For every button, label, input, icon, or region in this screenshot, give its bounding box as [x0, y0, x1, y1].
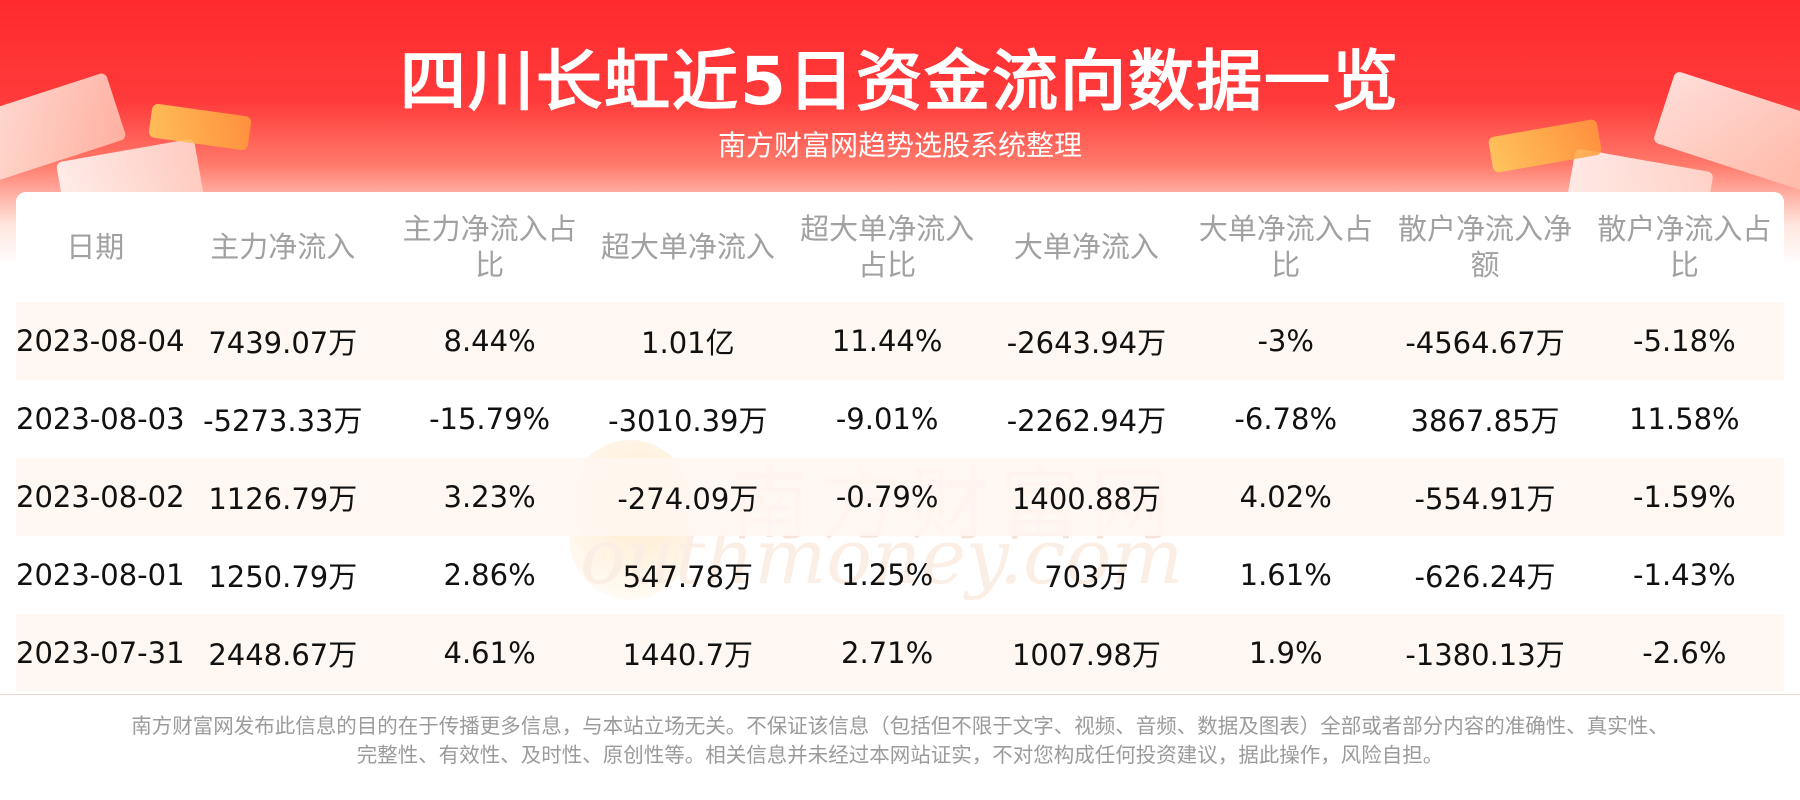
cell-date: 2023-08-03 — [16, 402, 185, 436]
cell-large-inflow: -2643.94万 — [986, 302, 1187, 380]
cell-retail-ratio: 11.58% — [1629, 402, 1740, 436]
column-header-large-ratio: 大单净流入占比 — [1198, 212, 1373, 282]
page-title: 四川长虹近5日资金流向数据一览 — [400, 43, 1400, 120]
cell-main-ratio: 2.86% — [443, 558, 536, 592]
column-header-retail-ratio: 散户净流入占比 — [1597, 212, 1772, 282]
cell-super-large-ratio: 2.71% — [787, 614, 987, 692]
column-header-main-ratio: 主力净流入占比 — [402, 212, 577, 282]
disclaimer-line-1: 南方财富网发布此信息的目的在于传播更多信息，与本站立场无关。不保证该信息（包括但… — [131, 714, 1669, 738]
cell-super-large-inflow: -3010.39万 — [608, 404, 768, 438]
cell-retail-inflow: -626.24万 — [1414, 560, 1556, 594]
footer-divider — [0, 694, 1800, 695]
cell-retail-ratio: -2.6% — [1584, 614, 1784, 692]
fund-flow-table: 日期 主力净流入 主力净流入占比 超大单净流入 超大单净流入占比 大单净流入 大… — [16, 192, 1784, 692]
cell-super-large-inflow: -274.09万 — [588, 458, 788, 536]
cell-date: 2023-08-02 — [16, 458, 185, 536]
cell-large-inflow: 1400.88万 — [986, 458, 1187, 536]
cell-main-inflow: 1126.79万 — [174, 458, 392, 536]
cell-retail-inflow: -554.91万 — [1385, 458, 1585, 536]
cell-date: 2023-07-31 — [16, 614, 185, 692]
cell-main-inflow: 1250.79万 — [208, 560, 358, 594]
cell-main-ratio: -15.79% — [429, 402, 551, 436]
cell-retail-inflow: -4564.67万 — [1385, 302, 1585, 380]
column-header-retail-inflow: 散户净流入净额 — [1398, 212, 1573, 282]
cell-main-inflow: -5273.33万 — [203, 404, 363, 438]
cell-retail-inflow: 3867.85万 — [1410, 404, 1560, 438]
cell-super-large-inflow: 1.01亿 — [588, 302, 788, 380]
column-header-date: 日期 — [66, 230, 125, 264]
disclaimer: 南方财富网发布此信息的目的在于传播更多信息，与本站立场无关。不保证该信息（包括但… — [60, 712, 1740, 770]
cell-super-large-ratio: 11.44% — [787, 302, 987, 380]
cell-date: 2023-08-04 — [16, 302, 185, 380]
column-header-super-large-ratio: 超大单净流入占比 — [800, 212, 975, 282]
table-row: 2023-07-31 2448.67万 4.61% 1440.7万 2.71% … — [16, 614, 1784, 692]
cell-retail-ratio: -1.59% — [1584, 458, 1784, 536]
cell-main-inflow: 7439.07万 — [174, 302, 392, 380]
cell-large-ratio: 1.61% — [1239, 558, 1332, 592]
cell-retail-ratio: -5.18% — [1584, 302, 1784, 380]
disclaimer-line-2: 完整性、有效性、及时性、原创性等。相关信息并未经过本网站证实，不对您构成任何投资… — [356, 743, 1444, 767]
cell-large-inflow: 1007.98万 — [986, 614, 1187, 692]
cell-main-inflow: 2448.67万 — [174, 614, 392, 692]
column-header-super-large-inflow: 超大单净流入 — [600, 230, 775, 264]
cell-main-ratio: 4.61% — [391, 614, 589, 692]
cell-retail-inflow: -1380.13万 — [1385, 614, 1585, 692]
page-subtitle: 南方财富网趋势选股系统整理 — [717, 129, 1082, 162]
cell-super-large-ratio: -9.01% — [835, 402, 939, 436]
cell-super-large-inflow: 547.78万 — [622, 560, 754, 594]
table-header-row: 日期 主力净流入 主力净流入占比 超大单净流入 超大单净流入占比 大单净流入 大… — [16, 192, 1784, 302]
cell-date: 2023-08-01 — [16, 558, 185, 592]
cell-large-ratio: -6.78% — [1234, 402, 1337, 436]
cell-large-inflow: -2262.94万 — [1006, 404, 1167, 438]
cell-large-ratio: 4.02% — [1186, 458, 1386, 536]
cell-large-ratio: -3% — [1186, 302, 1386, 380]
table-card — [16, 192, 1784, 694]
cell-super-large-ratio: -0.79% — [787, 458, 987, 536]
column-header-main-inflow: 主力净流入 — [210, 230, 356, 264]
table-row: 2023-08-02 1126.79万 3.23% -274.09万 -0.79… — [16, 458, 1784, 536]
table-row: 2023-08-04 7439.07万 8.44% 1.01亿 11.44% -… — [16, 302, 1784, 380]
cell-main-ratio: 8.44% — [391, 302, 589, 380]
cell-super-large-ratio: 1.25% — [841, 558, 934, 592]
column-header-large-inflow: 大单净流入 — [1013, 230, 1159, 264]
table-row: 2023-08-03 -5273.33万 -15.79% -3010.39万 -… — [16, 380, 1784, 458]
table-row: 2023-08-01 1250.79万 2.86% 547.78万 1.25% … — [16, 536, 1784, 614]
cell-main-ratio: 3.23% — [391, 458, 589, 536]
cell-large-inflow: 703万 — [1044, 560, 1129, 594]
cell-large-ratio: 1.9% — [1186, 614, 1386, 692]
cell-super-large-inflow: 1440.7万 — [588, 614, 788, 692]
cell-retail-ratio: -1.43% — [1633, 558, 1736, 592]
